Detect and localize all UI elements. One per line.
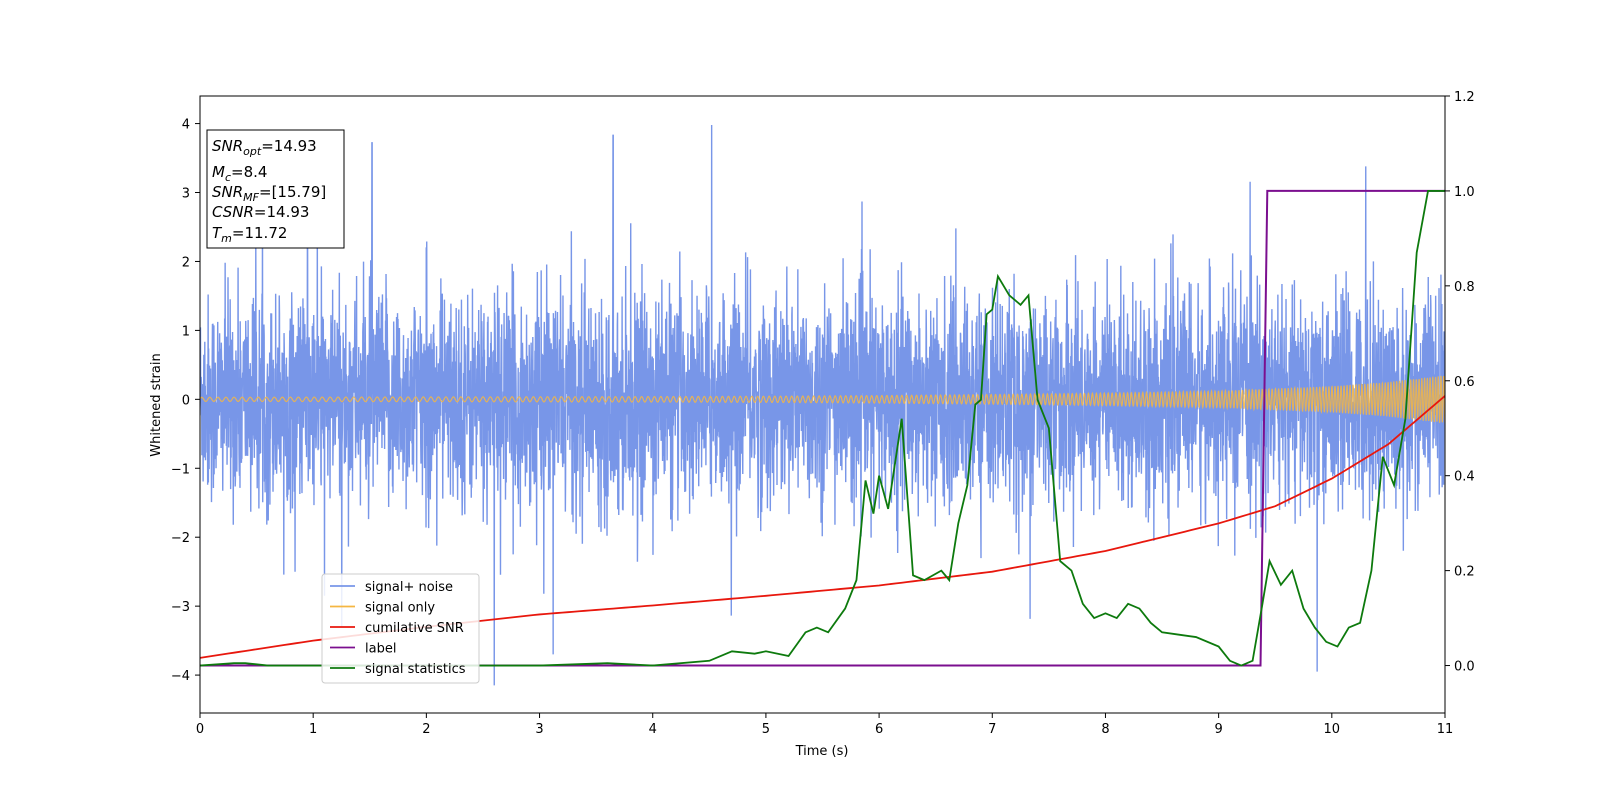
legend-label: cumilative SNR [365,621,464,636]
x-tick-label: 9 [1214,722,1222,737]
x-tick-label: 5 [762,722,770,737]
x-tick-label: 4 [649,722,657,737]
y-tick-label: −2 [171,531,190,546]
y2-tick-label: 1.2 [1454,90,1475,105]
y-tick-label: −1 [171,462,190,477]
y2-tick-label: 0.4 [1454,470,1475,485]
x-tick-label: 1 [309,722,317,737]
y-axis-left: −4 −3 −2 −1 0 1 2 3 4 [171,118,200,684]
x-tick-label: 8 [1101,722,1109,737]
y2-tick-label: 0.8 [1454,280,1475,295]
legend-item: cumilative SNR [330,621,464,636]
legend-item: label [330,642,396,657]
info-snr-opt: SNRopt=14.93 [212,137,317,158]
y2-tick-label: 0.0 [1454,660,1475,675]
x-tick-label: 6 [875,722,883,737]
y-axis-right: 0.0 0.2 0.4 0.6 0.8 1.0 1.2 [1445,90,1475,675]
series-signal-noise-line [200,124,1445,686]
legend: signal+ noise signal only cumilative SNR la… [321,573,480,684]
info-snr-mf: SNRMF=[15.79] [212,183,326,204]
y2-tick-label: 1.0 [1454,185,1475,200]
legend-frame [321,573,480,684]
legend-items: signal+ noise signal only cumilative SNR la… [330,580,466,677]
info-mc: Mc=8.4 [212,163,267,184]
legend-label: signal statistics [365,662,466,677]
y-tick-label: 3 [182,187,190,202]
y-tick-label: −3 [171,600,190,615]
legend-label: signal only [365,601,435,616]
y-tick-label: 2 [182,255,190,270]
y2-tick-label: 0.6 [1454,375,1475,390]
y-tick-label: 1 [182,324,190,339]
legend-item: signal+ noise [330,580,453,595]
x-tick-label: 10 [1324,722,1341,737]
series-signal-only-line [200,375,1445,424]
x-tick-label: 2 [422,722,430,737]
x-tick-label: 7 [988,722,996,737]
y-tick-label: −4 [171,669,190,684]
legend-label: signal+ noise [365,580,453,595]
legend-item: signal statistics [330,662,466,677]
series-signal-statistics-line [200,190,1445,667]
y2-tick-label: 0.2 [1454,565,1475,580]
legend-item: signal only [330,601,435,616]
x-tick-label: 3 [535,722,543,737]
info-box-frame [206,129,345,249]
info-box: SNRopt=14.93 Mc=8.4 SNRMF=[15.79] CSNR=1… [206,129,345,249]
y-tick-label: 4 [182,118,190,133]
info-tm: Tm=11.72 [212,224,287,245]
y-tick-label: 0 [182,393,190,408]
info-csnr: CSNR=14.93 [212,203,309,221]
x-axis-label: Time (s) [795,744,849,759]
legend-label: label [365,642,396,657]
y-axis-label: Whitened strain [149,353,164,456]
x-tick-label: 0 [196,722,204,737]
x-tick-label: 11 [1437,722,1454,737]
x-axis: 0 1 2 3 4 5 6 7 8 9 10 11 [196,713,1453,737]
plot-frame [199,95,1446,714]
series-label-line [200,189,1445,667]
